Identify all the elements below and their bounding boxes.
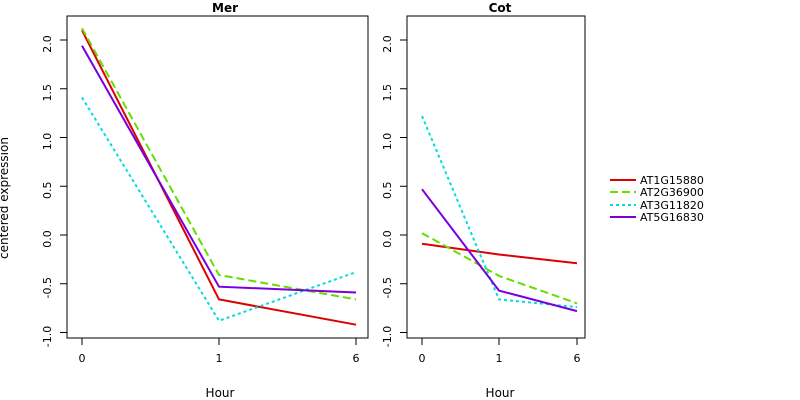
x-axis-label-cot: Hour xyxy=(486,386,515,400)
x-tick-label: 0 xyxy=(79,352,86,365)
y-ticks-cot: -1.0 -0.5 0.0 0.5 1.0 1.5 2.0 xyxy=(381,35,407,347)
panel-title-mer: Mer xyxy=(212,1,238,15)
y-tick-label: 1.5 xyxy=(381,84,394,102)
plot-frame-cot xyxy=(406,15,586,339)
legend-entry: AT2G36900 xyxy=(610,186,704,199)
y-tick-label: 2.0 xyxy=(381,35,394,53)
panel-title-cot: Cot xyxy=(489,1,512,15)
series-line-at5g16830 xyxy=(421,188,578,313)
x-axis-label-mer: Hour xyxy=(206,386,235,400)
legend-entry: AT5G16830 xyxy=(610,211,704,224)
x-ticks-cot: 0 1 6 xyxy=(419,338,581,365)
panel-cot: Cot 0 1 6 -1.0 -0.5 0.0 0.5 1.0 1.5 2.0 Hour xyxy=(381,1,586,400)
x-tick-label: 0 xyxy=(419,352,426,365)
series-lines-cot xyxy=(421,115,578,313)
x-tick-label: 6 xyxy=(574,352,581,365)
y-axis-label: centered expression xyxy=(0,137,11,259)
legend: AT1G15880 AT2G36900 AT3G11820 AT5G16830 xyxy=(610,174,704,224)
y-tick-label: -1.0 xyxy=(381,326,394,347)
series-line-at2g36900 xyxy=(421,232,578,305)
y-tick-label: 0.5 xyxy=(381,182,394,200)
x-tick-label: 1 xyxy=(496,352,503,365)
legend-label: AT1G15880 xyxy=(640,174,704,187)
x-tick-label: 1 xyxy=(216,352,223,365)
y-tick-label: 1.5 xyxy=(41,84,54,102)
x-tick-label: 6 xyxy=(353,352,360,365)
y-tick-label: 1.0 xyxy=(381,133,394,151)
series-line-at3g11820 xyxy=(421,115,578,309)
series-line-at1g15880 xyxy=(81,29,357,326)
y-ticks-mer: -1.0 -0.5 0.0 0.5 1.0 1.5 2.0 xyxy=(41,35,67,347)
legend-label: AT5G16830 xyxy=(640,211,704,224)
series-line-at5g16830 xyxy=(81,45,357,294)
x-ticks-mer: 0 1 6 xyxy=(79,338,360,365)
legend-label: AT3G11820 xyxy=(640,199,704,212)
y-tick-label: 0.5 xyxy=(41,182,54,200)
y-tick-label: 0.0 xyxy=(41,230,54,248)
y-tick-label: -1.0 xyxy=(41,326,54,347)
panel-mer: Mer 0 1 6 -1.0 -0.5 0.0 0.5 1.0 1.5 2.0 Hour xyxy=(41,1,369,400)
legend-entry: AT1G15880 xyxy=(610,174,704,187)
legend-entry: AT3G11820 xyxy=(610,199,704,212)
series-lines-mer xyxy=(81,27,357,326)
y-tick-label: 2.0 xyxy=(41,35,54,53)
y-tick-label: -0.5 xyxy=(41,277,54,298)
legend-label: AT2G36900 xyxy=(640,186,704,199)
y-tick-label: 0.0 xyxy=(381,230,394,248)
plot-frame-mer xyxy=(66,15,369,339)
y-tick-label: 1.0 xyxy=(41,133,54,151)
y-tick-label: -0.5 xyxy=(381,277,394,298)
